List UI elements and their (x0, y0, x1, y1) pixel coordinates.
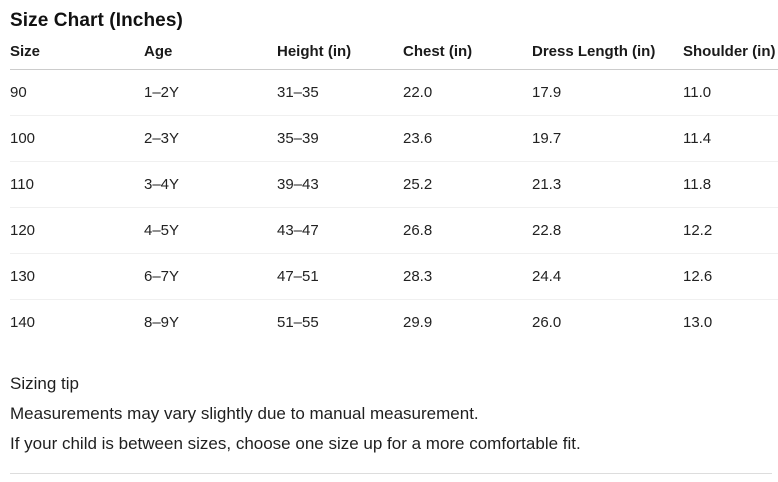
column-header: Dress Length (in) (532, 34, 683, 70)
table-cell: 51–55 (277, 313, 319, 331)
table-cell: 12.6 (683, 253, 778, 300)
table-cell: 8–9Y (144, 313, 180, 331)
table-cell: 22.0 (403, 69, 532, 116)
sizing-tip-line-2: If your child is between sizes, choose o… (10, 434, 581, 453)
table-cell: 11.8 (683, 161, 778, 208)
table-cell: 100 (10, 115, 144, 162)
sizing-notes: Sizing tip Measurements may vary slightl… (10, 369, 772, 459)
table-cell: 19.7 (532, 115, 683, 162)
table-cell: 17.9 (532, 69, 683, 116)
table-cell: 28.3 (403, 253, 532, 300)
table-cell: 43–47 (277, 207, 403, 254)
table-cell: 23.6 (403, 115, 532, 162)
table-cell: 26.0 (532, 313, 562, 331)
column-header: Chest (in) (403, 34, 532, 70)
bottom-divider (10, 473, 772, 474)
table-cell: 21.3 (532, 161, 683, 208)
table-cell: 140 (10, 313, 36, 331)
column-header: Height (in) (277, 34, 403, 70)
table-row: 90 1–2Y 31–35 22.0 17.9 11.0 (10, 69, 778, 116)
sizing-tip-line-1: Measurements may vary slightly due to ma… (10, 404, 479, 423)
table-cell: 31–35 (277, 69, 403, 116)
table-cell: 1–2Y (144, 69, 277, 116)
table-cell: 26.8 (403, 207, 532, 254)
table-cell: 2–3Y (144, 115, 277, 162)
column-header: Size (10, 34, 144, 70)
table-body: 90 1–2Y 31–35 22.0 17.9 11.0 100 2–3Y 35–39 23.6 1… (10, 69, 778, 345)
table-cell: 11.0 (683, 69, 778, 116)
table-cell: 4–5Y (144, 207, 277, 254)
column-header: Shoulder (in) (683, 34, 778, 70)
table-header-row: Size Age Height (in) Chest (in) Dress Length… (10, 34, 778, 70)
table-row: 100 2–3Y 35–39 23.6 19.7 11.4 (10, 115, 778, 162)
table-cell: 39–43 (277, 161, 403, 208)
table-cell: 47–51 (277, 253, 403, 300)
table-cell: 110 (10, 161, 144, 208)
size-chart-table: Size Age Height (in) Chest (in) Dress Length… (10, 34, 778, 345)
table-cell: 120 (10, 207, 144, 254)
table-cell: 35–39 (277, 115, 403, 162)
table-cell: 130 (10, 253, 144, 300)
table-row: 120 4–5Y 43–47 26.8 22.8 12.2 (10, 207, 778, 254)
table-cell: 22.8 (532, 207, 683, 254)
table-cell: 13.0 (683, 313, 713, 331)
table-cell: 90 (10, 69, 144, 116)
table-header: Size Age Height (in) Chest (in) Dress Length… (10, 34, 778, 70)
table-cell: 25.2 (403, 161, 532, 208)
column-header: Age (144, 34, 277, 70)
sizing-tip-heading: Sizing tip (10, 374, 79, 393)
table-cell: 24.4 (532, 253, 683, 300)
table-row: 110 3–4Y 39–43 25.2 21.3 11.8 (10, 161, 778, 208)
table-row: 140 8–9Y 51–55 29.9 26.0 13.0 (10, 299, 778, 345)
table-cell: 3–4Y (144, 161, 277, 208)
table-cell: 11.4 (683, 115, 778, 162)
table-cell: 29.9 (403, 313, 433, 331)
table-cell: 12.2 (683, 207, 778, 254)
page-title: Size Chart (Inches) (10, 10, 183, 31)
table-cell: 6–7Y (144, 253, 277, 300)
table-row: 130 6–7Y 47–51 28.3 24.4 12.6 (10, 253, 778, 300)
